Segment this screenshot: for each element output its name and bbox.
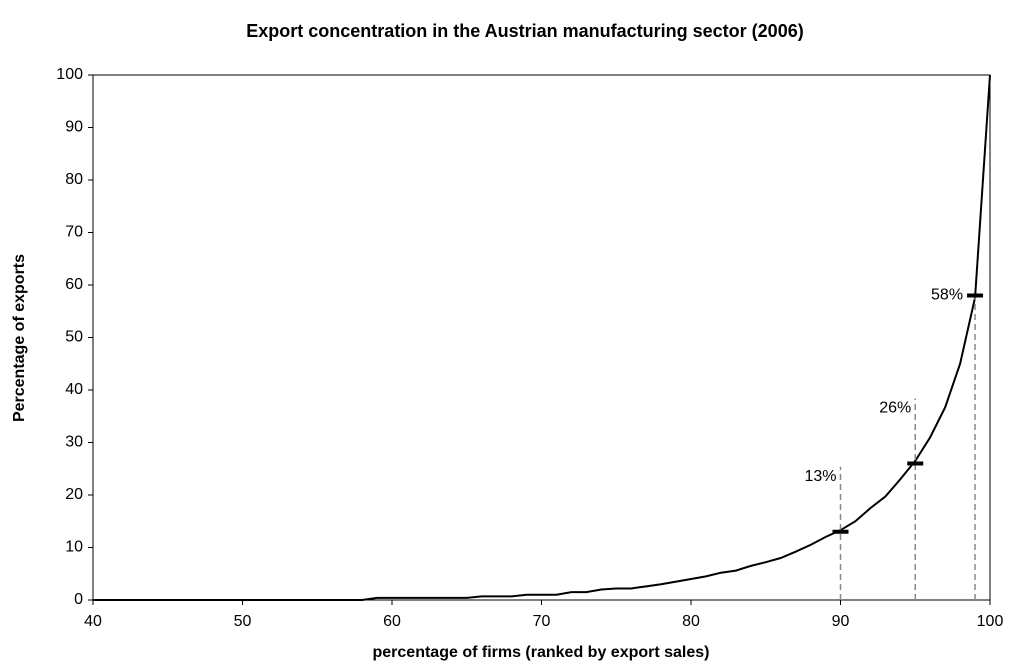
x-tick-label: 70 bbox=[533, 613, 551, 630]
x-tick-label: 40 bbox=[84, 613, 102, 630]
y-tick-label: 10 bbox=[65, 539, 83, 556]
chart-title: Export concentration in the Austrian man… bbox=[246, 21, 803, 41]
y-tick-label: 50 bbox=[65, 329, 83, 346]
annotation-label: 58% bbox=[931, 287, 963, 304]
y-axis-title: Percentage of exports bbox=[11, 254, 28, 422]
y-tick-label: 100 bbox=[56, 66, 83, 83]
x-tick-label: 60 bbox=[383, 613, 401, 630]
x-axis-title: percentage of firms (ranked by export sa… bbox=[373, 644, 710, 661]
y-tick-label: 20 bbox=[65, 486, 83, 503]
x-tick-label: 100 bbox=[977, 613, 1004, 630]
y-tick-label: 80 bbox=[65, 171, 83, 188]
y-tick-label: 90 bbox=[65, 119, 83, 136]
x-tick-label: 90 bbox=[832, 613, 850, 630]
annotation-label: 26% bbox=[879, 400, 911, 417]
x-tick-label: 80 bbox=[682, 613, 700, 630]
y-tick-label: 0 bbox=[74, 591, 83, 608]
y-tick-label: 30 bbox=[65, 434, 83, 451]
x-tick-label: 50 bbox=[234, 613, 252, 630]
data-line bbox=[93, 74, 991, 601]
y-tick-label: 60 bbox=[65, 276, 83, 293]
annotation-label: 13% bbox=[804, 468, 836, 485]
y-tick-label: 40 bbox=[65, 381, 83, 398]
y-tick-label: 70 bbox=[65, 224, 83, 241]
